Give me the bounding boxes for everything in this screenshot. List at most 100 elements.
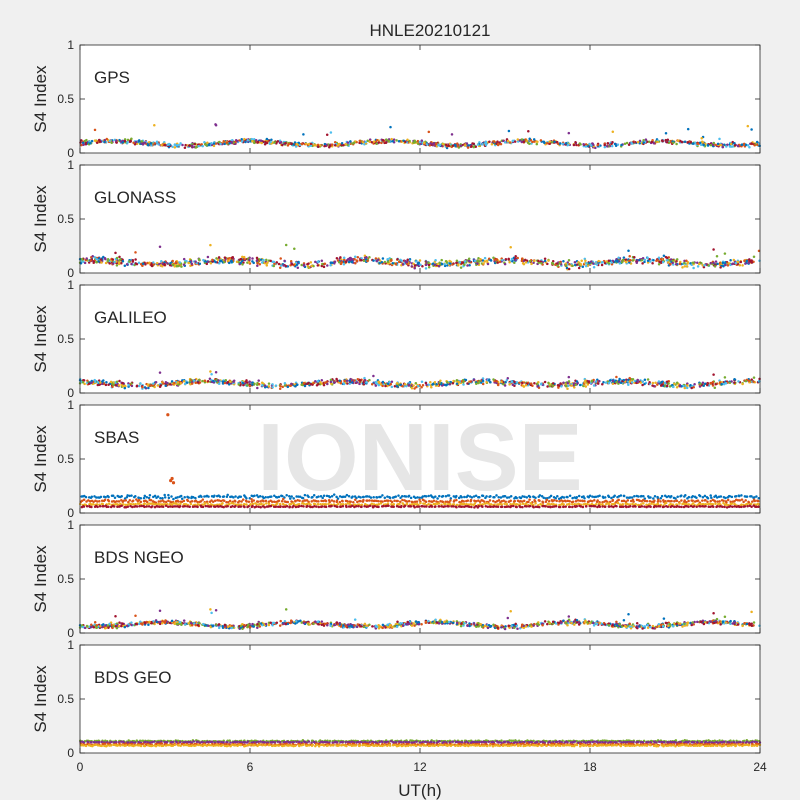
data-point bbox=[537, 259, 540, 263]
data-point bbox=[681, 266, 684, 269]
data-point bbox=[499, 496, 503, 499]
data-point bbox=[80, 499, 84, 503]
data-point bbox=[474, 504, 478, 508]
data-point bbox=[743, 505, 747, 508]
data-point bbox=[601, 261, 604, 264]
data-point bbox=[238, 500, 241, 503]
data-point bbox=[706, 500, 709, 504]
data-point bbox=[397, 505, 401, 509]
data-point bbox=[83, 261, 87, 265]
data-point bbox=[309, 505, 312, 509]
data-point bbox=[584, 502, 587, 506]
data-point bbox=[643, 505, 646, 508]
data-point bbox=[317, 505, 321, 509]
data-point bbox=[149, 499, 153, 502]
data-point bbox=[696, 499, 700, 502]
data-point bbox=[290, 142, 294, 145]
data-point bbox=[177, 383, 180, 386]
data-point bbox=[421, 495, 425, 498]
data-point bbox=[437, 265, 441, 268]
data-point bbox=[342, 256, 346, 260]
data-point bbox=[532, 259, 536, 263]
data-point bbox=[99, 258, 103, 261]
data-point bbox=[112, 505, 116, 508]
data-point bbox=[434, 502, 437, 506]
data-point bbox=[319, 144, 322, 147]
data-point bbox=[565, 266, 569, 270]
data-point bbox=[670, 504, 674, 508]
data-point bbox=[573, 263, 577, 267]
data-point bbox=[240, 140, 244, 143]
data-point bbox=[333, 260, 337, 264]
data-point bbox=[227, 383, 231, 386]
data-point bbox=[616, 259, 619, 262]
data-point bbox=[123, 386, 127, 390]
data-point bbox=[570, 384, 573, 387]
data-point bbox=[568, 499, 571, 503]
scatter-points bbox=[79, 413, 761, 509]
data-point bbox=[414, 381, 418, 385]
data-point bbox=[620, 260, 624, 264]
data-point bbox=[177, 500, 180, 503]
data-point bbox=[140, 140, 144, 143]
data-point bbox=[202, 258, 205, 262]
data-point bbox=[702, 143, 705, 146]
data-point bbox=[209, 262, 213, 265]
data-point bbox=[514, 255, 517, 258]
data-point bbox=[481, 503, 485, 506]
data-point bbox=[478, 379, 481, 383]
data-point bbox=[302, 502, 306, 506]
data-point bbox=[329, 380, 333, 384]
data-point bbox=[469, 380, 472, 383]
data-point bbox=[200, 495, 203, 498]
data-point bbox=[689, 141, 693, 144]
data-point bbox=[698, 382, 702, 386]
data-point bbox=[196, 500, 199, 504]
data-point bbox=[114, 251, 117, 255]
data-point bbox=[603, 496, 607, 499]
data-point bbox=[99, 495, 103, 499]
data-point bbox=[564, 142, 568, 145]
data-point bbox=[555, 141, 558, 144]
data-point bbox=[80, 143, 83, 147]
data-point bbox=[657, 498, 660, 501]
data-point bbox=[666, 138, 670, 142]
data-point bbox=[259, 505, 262, 509]
data-point bbox=[659, 384, 663, 387]
data-point bbox=[259, 258, 263, 261]
data-point bbox=[656, 140, 659, 144]
data-point bbox=[333, 504, 336, 508]
data-point bbox=[434, 258, 437, 262]
data-point bbox=[415, 385, 418, 389]
data-point bbox=[552, 502, 555, 506]
data-point bbox=[399, 500, 402, 504]
data-point bbox=[163, 261, 166, 264]
data-point bbox=[179, 502, 182, 506]
data-point bbox=[516, 627, 519, 631]
data-point bbox=[368, 138, 372, 141]
data-point bbox=[740, 503, 743, 506]
data-point bbox=[338, 379, 342, 383]
data-point bbox=[309, 261, 313, 264]
data-point bbox=[90, 139, 94, 143]
data-point bbox=[225, 141, 228, 144]
data-point bbox=[329, 378, 333, 382]
data-point bbox=[709, 143, 713, 147]
data-point bbox=[500, 380, 503, 384]
data-point bbox=[273, 494, 276, 497]
data-point bbox=[377, 383, 381, 387]
data-point bbox=[633, 495, 636, 498]
y-tick-label: 0.5 bbox=[57, 212, 74, 226]
data-point bbox=[241, 498, 245, 501]
data-point bbox=[540, 495, 544, 498]
data-point bbox=[533, 381, 536, 385]
data-point bbox=[678, 502, 681, 505]
data-point bbox=[384, 384, 387, 388]
data-point bbox=[505, 379, 509, 382]
data-point bbox=[145, 505, 148, 508]
data-point bbox=[424, 500, 428, 504]
data-point bbox=[314, 380, 317, 383]
data-point bbox=[737, 494, 741, 498]
data-point bbox=[278, 387, 282, 390]
data-point bbox=[749, 502, 753, 506]
